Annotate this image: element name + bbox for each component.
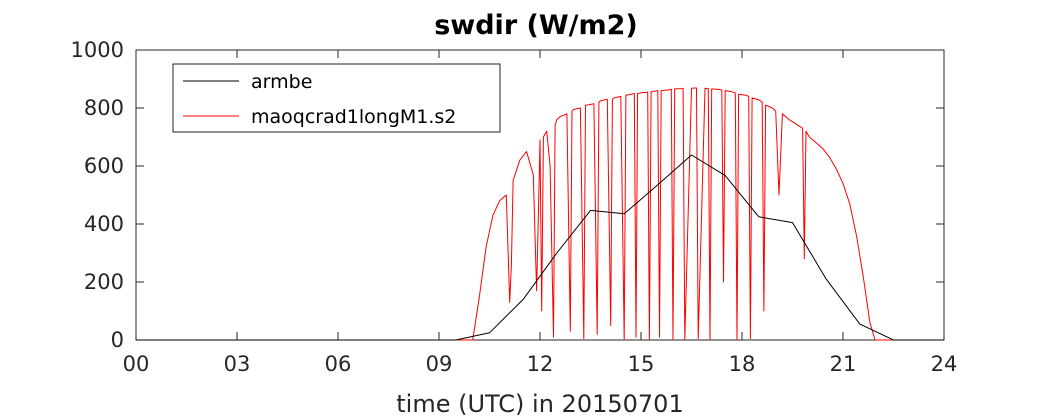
legend-label-maoqcrad: maoqcrad1longM1.s2 [251, 106, 456, 128]
y-tick-label: 400 [84, 212, 124, 236]
y-tick-label: 600 [84, 154, 124, 178]
y-tick-label: 800 [84, 96, 124, 120]
legend-label-armbe: armbe [251, 71, 312, 93]
x-tick-label: 09 [426, 352, 453, 376]
y-tick-label: 1000 [71, 38, 124, 62]
x-tick-label: 24 [931, 352, 958, 376]
series-line-maoqcrad1longM1 [136, 87, 944, 341]
x-axis-label: time (UTC) in 20150701 [396, 390, 683, 417]
x-tick-label: 03 [224, 352, 251, 376]
legend: armbe maoqcrad1longM1.s2 [172, 63, 501, 133]
legend-box [172, 63, 501, 133]
y-tick-label: 200 [84, 270, 124, 294]
chart-title: swdir (W/m2) [434, 10, 638, 41]
series-layer [136, 87, 944, 341]
x-tick-label: 18 [729, 352, 756, 376]
x-axis-ticks: 00 03 06 09 12 15 18 21 24 [123, 50, 958, 376]
x-tick-label: 00 [123, 352, 150, 376]
x-tick-label: 15 [628, 352, 655, 376]
x-tick-label: 12 [527, 352, 554, 376]
x-tick-label: 06 [325, 352, 352, 376]
y-axis-ticks: 0 200 400 600 800 1000 [71, 38, 944, 352]
series-line-armbe [136, 154, 944, 341]
x-tick-label: 21 [830, 352, 857, 376]
y-tick-label: 0 [111, 328, 124, 352]
